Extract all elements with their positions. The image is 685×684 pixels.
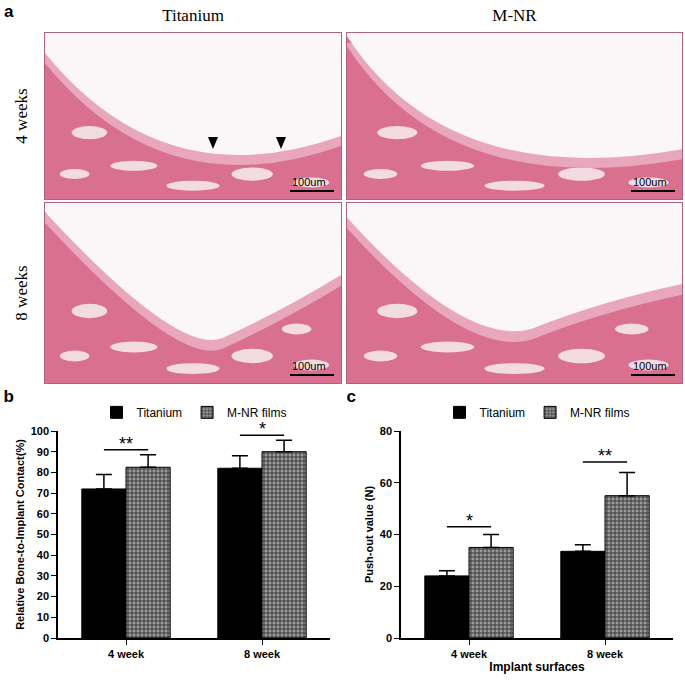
svg-text:90: 90 — [37, 446, 49, 458]
svg-text:50: 50 — [37, 528, 49, 540]
html-text:4 weeks: 4 weeks — [12, 88, 31, 144]
svg-text:**: ** — [598, 446, 612, 466]
svg-text:80: 80 — [380, 425, 392, 437]
svg-text:4 week: 4 week — [108, 648, 145, 660]
svg-text:40: 40 — [37, 549, 49, 561]
svg-text:10: 10 — [37, 611, 49, 623]
svg-text:40: 40 — [380, 528, 392, 540]
svg-text:60: 60 — [37, 508, 49, 520]
html-text:100um: 100um — [292, 176, 326, 188]
svg-text:c: c — [346, 387, 355, 406]
svg-text:70: 70 — [37, 487, 49, 499]
html-text:100um: 100um — [633, 176, 667, 188]
html-text:a: a — [4, 2, 14, 21]
svg-text:4 week: 4 week — [451, 648, 488, 660]
svg-text:60: 60 — [380, 477, 392, 489]
svg-text:M-NR films: M-NR films — [570, 406, 629, 420]
svg-text:100: 100 — [31, 425, 49, 437]
svg-text:Relative Bone-to-Implant Conta: Relative Bone-to-Implant Contact(%) — [14, 439, 26, 630]
html-text:100um: 100um — [633, 360, 667, 372]
svg-text:Implant surfaces: Implant surfaces — [489, 660, 585, 674]
svg-text:20: 20 — [37, 590, 49, 602]
svg-text:30: 30 — [37, 570, 49, 582]
svg-text:**: ** — [119, 434, 133, 454]
svg-text:Titanium: Titanium — [480, 406, 526, 420]
html-text:8 weeks: 8 weeks — [12, 265, 31, 321]
svg-text:80: 80 — [37, 466, 49, 478]
svg-text:20: 20 — [380, 580, 392, 592]
svg-text:0: 0 — [43, 632, 49, 644]
svg-text:Push-out value (N): Push-out value (N) — [363, 486, 375, 584]
svg-text:*: * — [259, 419, 266, 439]
html-text:M-NR: M-NR — [492, 6, 537, 25]
svg-text:8 week: 8 week — [587, 648, 624, 660]
svg-text:M-NR films: M-NR films — [227, 406, 286, 420]
svg-text:Titanium: Titanium — [137, 406, 183, 420]
svg-text:0: 0 — [386, 632, 392, 644]
svg-text:8 week: 8 week — [244, 648, 281, 660]
html-text:Titanium: Titanium — [162, 6, 224, 25]
svg-text:b: b — [3, 387, 13, 406]
svg-text:*: * — [466, 511, 473, 531]
html-text:100um: 100um — [292, 360, 326, 372]
